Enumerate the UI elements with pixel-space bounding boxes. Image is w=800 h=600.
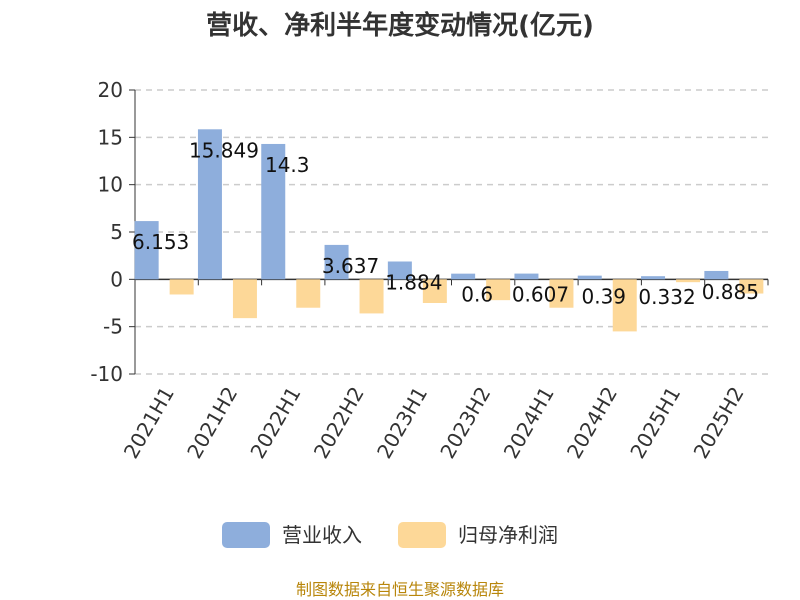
bar-net-profit[interactable] bbox=[296, 279, 321, 308]
bar-revenue[interactable] bbox=[324, 244, 349, 280]
x-tick-label: 2023H2 bbox=[435, 383, 495, 463]
source-note: 制图数据来自恒生聚源数据库 bbox=[296, 580, 504, 599]
bar-revenue[interactable] bbox=[451, 273, 476, 280]
bar-net-profit[interactable] bbox=[549, 279, 574, 308]
x-tick-label: 2024H2 bbox=[562, 383, 622, 463]
bar-revenue[interactable] bbox=[387, 261, 412, 280]
value-label-revenue: 0.39 bbox=[581, 285, 626, 309]
legend[interactable]: 营业收入 归母净利润 bbox=[222, 522, 558, 548]
x-tick-label: 2025H1 bbox=[625, 383, 685, 463]
bar-revenue[interactable] bbox=[261, 143, 286, 280]
value-label-revenue: 0.607 bbox=[512, 283, 569, 307]
bar-net-profit[interactable] bbox=[676, 279, 701, 283]
grid bbox=[135, 89, 768, 375]
value-label-revenue: 3.637 bbox=[322, 254, 379, 278]
x-tick-label: 2022H2 bbox=[309, 383, 369, 463]
value-label-revenue: 6.153 bbox=[132, 230, 189, 254]
bar-revenue[interactable] bbox=[577, 275, 602, 280]
y-tick-label: 15 bbox=[98, 125, 123, 149]
bar-net-profit[interactable] bbox=[612, 279, 637, 332]
x-tick-label: 2021H1 bbox=[119, 383, 179, 463]
x-tick-label: 2023H1 bbox=[372, 383, 432, 463]
bars bbox=[134, 129, 764, 332]
legend-swatch-revenue[interactable] bbox=[222, 522, 270, 548]
value-label-revenue: 1.884 bbox=[385, 270, 442, 294]
bar-revenue[interactable] bbox=[704, 270, 729, 280]
bar-net-profit[interactable] bbox=[169, 279, 194, 295]
bar-net-profit[interactable] bbox=[739, 279, 764, 294]
y-tick-label: 5 bbox=[110, 220, 123, 244]
bar-revenue[interactable] bbox=[134, 221, 159, 280]
value-label-revenue: 0.332 bbox=[638, 285, 695, 309]
x-tick-label: 2022H1 bbox=[245, 383, 305, 463]
bar-revenue[interactable] bbox=[514, 273, 539, 280]
value-label-revenue: 0.6 bbox=[461, 283, 493, 307]
bar-revenue[interactable] bbox=[641, 276, 666, 280]
x-tick-label: 2021H2 bbox=[182, 383, 242, 463]
legend-label-revenue[interactable]: 营业收入 bbox=[282, 523, 362, 547]
legend-swatch-net-profit[interactable] bbox=[398, 522, 446, 548]
bar-net-profit[interactable] bbox=[359, 279, 384, 314]
bar-revenue[interactable] bbox=[197, 129, 222, 280]
value-label-revenue: 0.885 bbox=[702, 280, 759, 304]
bar-net-profit[interactable] bbox=[232, 279, 257, 319]
y-tick-label: 10 bbox=[98, 173, 123, 197]
value-label-revenue: 15.849 bbox=[189, 138, 259, 162]
bar-net-profit[interactable] bbox=[486, 279, 511, 301]
y-tick-label: -5 bbox=[103, 315, 123, 339]
x-tick-label: 2025H2 bbox=[689, 383, 749, 463]
chart-title: 营收、净利半年度变动情况(亿元) bbox=[206, 10, 594, 41]
value-label-revenue: 14.3 bbox=[265, 153, 310, 177]
legend-label-net-profit[interactable]: 归母净利润 bbox=[458, 523, 558, 547]
bar-net-profit[interactable] bbox=[422, 279, 447, 303]
x-tick-label: 2024H1 bbox=[499, 383, 559, 463]
y-tick-label: 20 bbox=[98, 78, 123, 102]
y-tick-label: 0 bbox=[110, 267, 123, 291]
y-tick-label: -10 bbox=[90, 362, 123, 386]
